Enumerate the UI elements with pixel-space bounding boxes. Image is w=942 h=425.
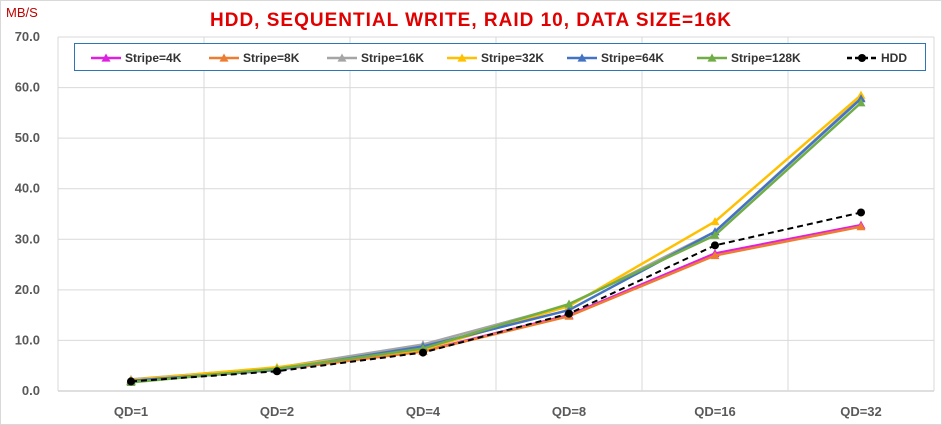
data-point-hdd — [127, 377, 135, 386]
data-point-stripe-128k — [564, 299, 574, 308]
data-point-stripe-8k — [710, 250, 720, 260]
legend-swatch-hdd — [847, 54, 877, 62]
data-point-hdd — [273, 367, 281, 376]
legend-swatch-stripe-128k — [697, 53, 727, 62]
y-tick-label: 20.0 — [15, 282, 40, 297]
legend-swatch-stripe-8k — [209, 53, 239, 62]
legend-swatch-stripe-4k — [91, 53, 121, 62]
x-tick-label: QD=32 — [840, 404, 882, 419]
y-tick-label: 10.0 — [15, 332, 40, 347]
legend-item-stripe-32k: Stripe=32K — [443, 44, 544, 72]
legend-label: Stripe=8K — [243, 51, 300, 65]
data-point-hdd — [857, 208, 865, 217]
legend-item-stripe-4k: Stripe=4K — [87, 44, 181, 72]
legend-item-stripe-128k: Stripe=128K — [693, 44, 801, 72]
legend-swatch-stripe-16k — [327, 53, 357, 62]
legend-swatch-stripe-32k — [447, 53, 477, 62]
x-tick-label: QD=4 — [406, 404, 441, 419]
data-point-stripe-128k — [856, 98, 866, 107]
x-tick-label: QD=16 — [694, 404, 736, 419]
y-axis-unit-label: MB/S — [6, 5, 38, 20]
data-point-stripe-8k — [856, 222, 866, 231]
legend-item-hdd: HDD — [843, 44, 907, 72]
chart-legend: Stripe=4K Stripe=8K Stripe=16K Stripe=32K St… — [74, 43, 926, 71]
y-tick-label: 30.0 — [15, 231, 40, 246]
x-tick-label: QD=8 — [552, 404, 586, 419]
y-tick-label: 60.0 — [15, 80, 40, 95]
y-tick-label: 0.0 — [22, 383, 40, 398]
legend-label: Stripe=32K — [481, 51, 545, 65]
data-point-stripe-32k — [710, 217, 720, 226]
chart-title: HDD, SEQUENTIAL WRITE, RAID 10, DATA SIZ… — [210, 10, 732, 31]
legend-label: Stripe=64K — [601, 51, 665, 65]
legend-item-stripe-8k: Stripe=8K — [205, 44, 299, 72]
x-tick-label: QD=1 — [114, 404, 148, 419]
legend-label: Stripe=16K — [361, 51, 425, 65]
data-point-hdd — [565, 309, 573, 318]
y-tick-label: 70.0 — [15, 29, 40, 44]
data-point-hdd — [419, 348, 427, 357]
legend-label: Stripe=4K — [125, 51, 182, 65]
legend-label: HDD — [881, 51, 907, 65]
legend-swatch-stripe-64k — [567, 53, 597, 62]
legend-item-stripe-16k: Stripe=16K — [323, 44, 424, 72]
legend-item-stripe-64k: Stripe=64K — [563, 44, 664, 72]
x-tick-label: QD=2 — [260, 404, 294, 419]
series-line-stripe-128k — [130, 101, 862, 384]
y-tick-label: 40.0 — [15, 181, 40, 196]
data-point-stripe-128k — [710, 230, 720, 239]
series-line-hdd — [130, 211, 862, 383]
legend-label: Stripe=128K — [731, 51, 801, 65]
data-point-hdd — [711, 241, 719, 250]
y-tick-label: 50.0 — [15, 130, 40, 145]
